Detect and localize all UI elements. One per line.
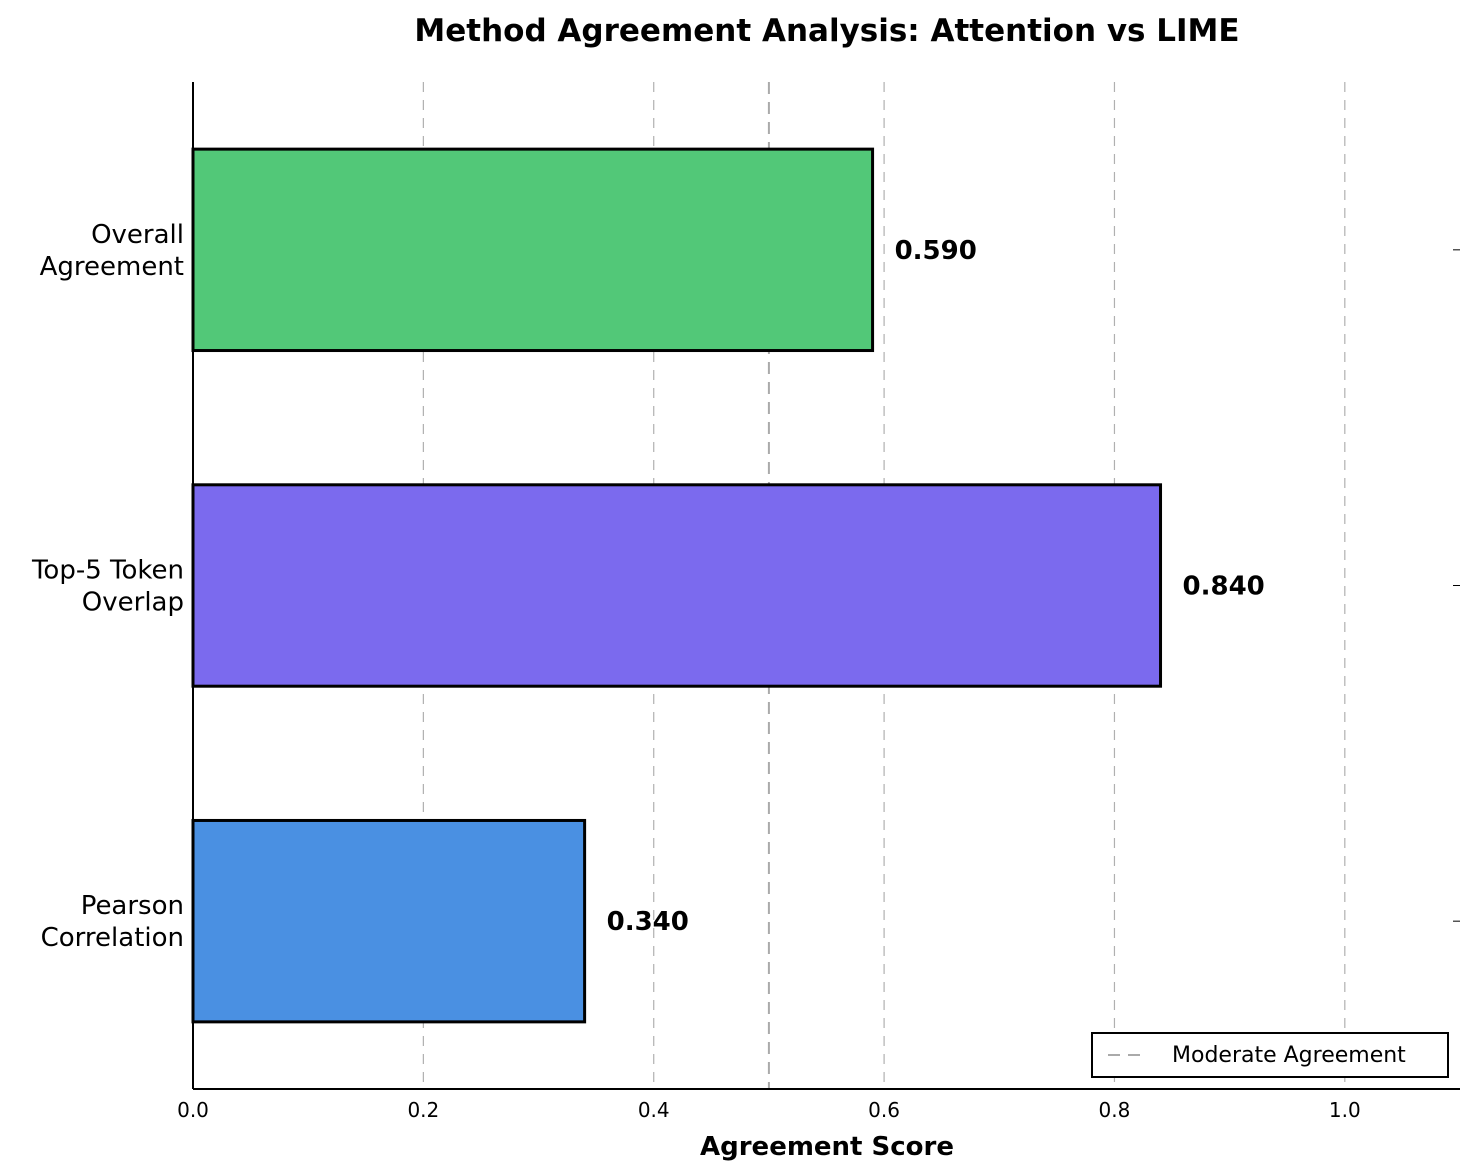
category-label-0: Overall Agreement xyxy=(40,220,184,282)
x-tick-label-4: 0.8 xyxy=(1099,1098,1131,1122)
value-label-0: 0.590 xyxy=(895,236,977,266)
legend: Moderate Agreement xyxy=(1091,1032,1449,1078)
value-label-1: 0.840 xyxy=(1183,572,1265,602)
x-tick-label-3: 0.6 xyxy=(868,1098,900,1122)
axes xyxy=(192,82,1460,1090)
bars xyxy=(191,147,1163,1024)
x-tick-label-2: 0.4 xyxy=(638,1098,670,1122)
bar-2 xyxy=(191,818,587,1024)
x-axis-label: Agreement Score xyxy=(700,1132,954,1162)
x-tick-label-1: 0.2 xyxy=(407,1098,439,1122)
x-tick-label-5: 1.0 xyxy=(1329,1098,1361,1122)
value-label-2: 0.340 xyxy=(607,907,689,937)
legend-entry-moderate-agreement: Moderate Agreement xyxy=(1172,1043,1406,1068)
y-category-labels: Overall Agreement Top-5 Token Overlap Pearso… xyxy=(31,220,184,953)
bar-0 xyxy=(191,147,875,353)
legend-box xyxy=(1091,1032,1449,1078)
value-labels: 0.590 0.840 0.340 xyxy=(607,236,1265,937)
chart-title: Method Agreement Analysis: Attention vs … xyxy=(414,13,1239,49)
x-ticks: 0.0 0.2 0.4 0.6 0.8 1.0 xyxy=(177,1098,1361,1122)
category-label-2: Pearson Correlation xyxy=(41,891,184,953)
x-tick-label-0: 0.0 xyxy=(177,1098,209,1122)
category-label-1: Top-5 Token Overlap xyxy=(31,556,184,618)
bar-1 xyxy=(191,483,1163,688)
